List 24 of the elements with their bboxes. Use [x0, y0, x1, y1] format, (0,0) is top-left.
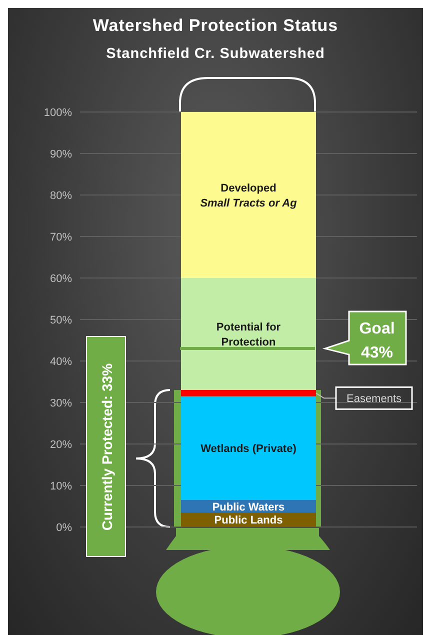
chart-subtitle: Stanchfield Cr. Subwatershed: [105, 46, 326, 62]
series-label: Developed: [220, 182, 276, 194]
y-tick-label: 90%: [50, 148, 72, 160]
y-tick-label: 20%: [50, 438, 72, 451]
series-label: Public Waters: [212, 501, 285, 514]
ref-line-label: Goal 43%: [359, 320, 395, 362]
y-tick-label: 10%: [50, 480, 72, 492]
y-tick-label: 40%: [50, 356, 72, 368]
chart-title: Watershed Protection Status: [92, 16, 340, 36]
y-tick-label: 60%: [50, 272, 72, 285]
y-tick-label: 100%: [44, 106, 72, 119]
annotation: Small Tracts or Ag: [200, 198, 298, 210]
y-tick-label: 50%: [50, 314, 72, 326]
bar: [181, 112, 316, 278]
series-label: Public Lands: [214, 514, 283, 527]
y-tick-label: 70%: [50, 231, 72, 244]
series-label: Wetlands (Private): [200, 443, 297, 456]
text: Easements: [346, 393, 402, 406]
y-tick-label: 30%: [50, 397, 72, 410]
text: Currently Protected: 33%: [99, 363, 115, 531]
bar: [181, 390, 316, 396]
y-tick-label: 80%: [50, 190, 72, 202]
y-tick-label: 0%: [56, 522, 72, 534]
series-label: Potential for Protection: [216, 322, 282, 349]
